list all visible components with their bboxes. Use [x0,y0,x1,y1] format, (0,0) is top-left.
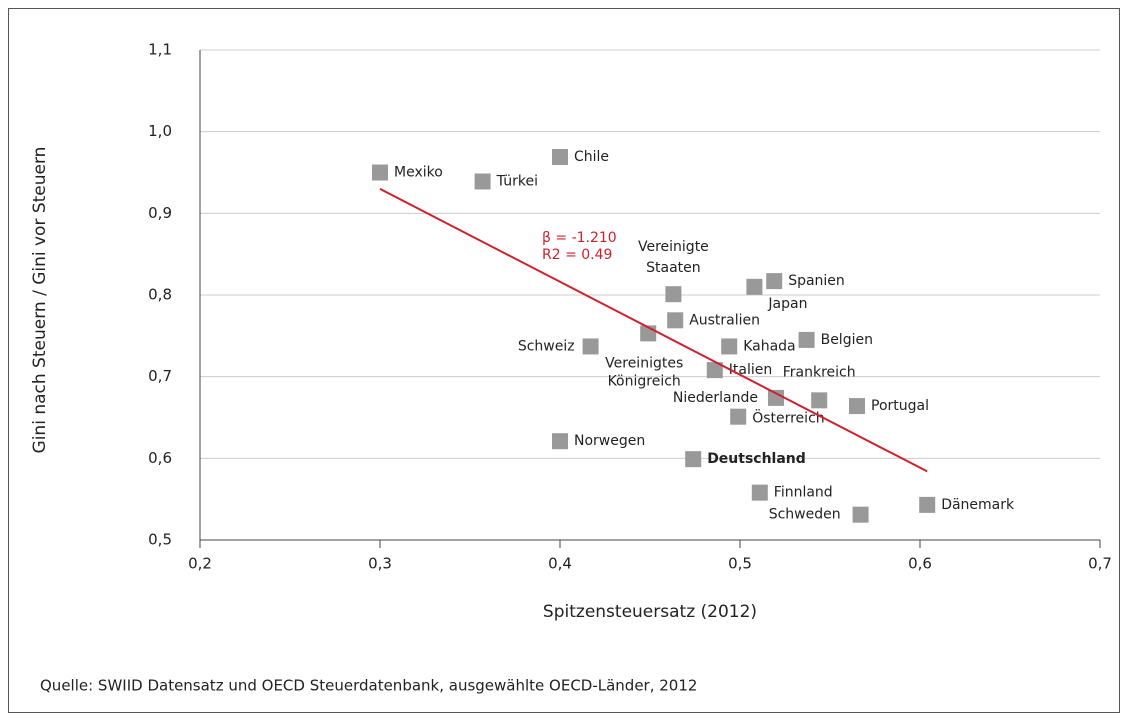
point-label: Türkei [496,173,538,189]
point [730,408,747,425]
point-label: Portugal [871,398,929,414]
point-label: Finnland [774,485,833,501]
point [811,392,828,409]
point-label: Norwegen [574,433,645,449]
point [766,273,783,290]
x-tick-label: 0,3 [368,555,392,573]
point-label: Schweden [769,507,841,523]
point [552,148,568,165]
y-tick-label: 0,8 [148,286,172,304]
point-label: Belgien [821,332,873,348]
point-label: Vereinigtes Königreich [605,355,683,389]
x-axis-title: Spitzensteuersatz (2012) [543,602,757,622]
point [667,312,684,329]
y-tick-label: 0,7 [148,367,172,385]
annotation: R2 = 0.49 [542,247,612,263]
point-label: Österreich [752,409,824,427]
point-label: Chile [574,149,609,165]
point [706,362,723,379]
point [665,286,682,303]
point [474,173,491,190]
point [721,338,738,355]
point-label: Mexiko [394,165,443,181]
point [798,331,815,348]
point-label: Frankreich [783,364,856,380]
point-label: Deutschland [707,451,806,467]
point-label: Spanien [788,273,845,289]
point [746,278,763,295]
point-label: Japan [767,296,807,312]
point [768,389,784,406]
point-label: Dänemark [941,497,1015,513]
x-tick-label: 0,4 [548,555,572,573]
annotation: β = -1.210 [542,230,617,246]
point [751,484,768,501]
point-label: Australien [689,312,760,328]
x-tick-label: 0,2 [188,555,212,573]
x-tick-label: 0,5 [728,555,752,573]
x-tick-label: 0,6 [908,555,932,573]
trend-line [379,187,928,473]
point-label: Kahada [743,338,795,354]
source: Quelle: SWIID Datensatz und OECD Steuerd… [40,677,697,695]
point-label: Vereinigte Staaten [638,239,709,276]
point [852,506,869,523]
point [582,338,599,355]
x-tick-label: 0,7 [1088,555,1112,573]
y-tick-label: 1,1 [148,41,172,59]
point [849,398,865,415]
point [919,496,936,513]
point-label: Italien [729,362,772,378]
y-tick-label: 0,9 [148,204,172,222]
y-tick-label: 0,5 [148,531,172,549]
y-axis-title: Gini nach Steuern / Gini vor Steuern [30,147,50,454]
point [685,451,702,468]
y-tick-label: 0,6 [148,449,172,467]
y-tick-label: 1,0 [148,122,172,140]
point-label: Niederlande [673,390,758,406]
point [552,433,568,450]
frame [8,8,1120,713]
point-label: Schweiz [518,338,575,354]
point [372,164,388,181]
